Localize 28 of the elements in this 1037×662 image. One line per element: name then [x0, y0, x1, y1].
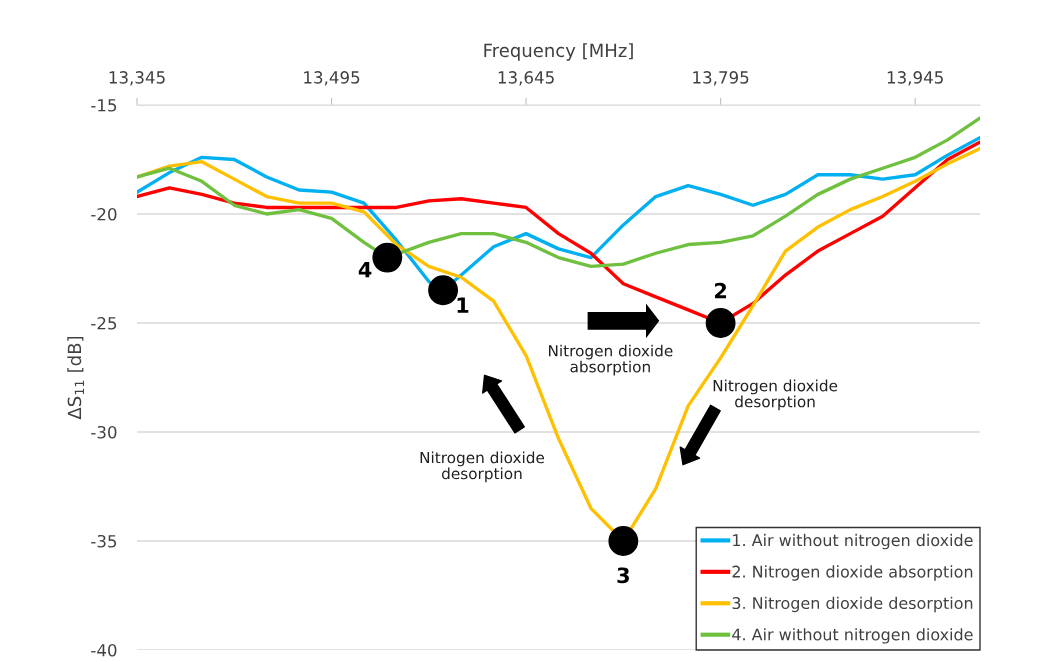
y-tick-label: -20 [91, 207, 117, 221]
point [608, 526, 639, 556]
legend-label: 1. Air without nitrogen dioxide [733, 533, 973, 550]
x-tick-label: 13,645 [498, 71, 554, 86]
annotation: 2 [715, 282, 727, 299]
y-tick-label: -25 [91, 316, 117, 330]
annotation: 3 [617, 567, 629, 584]
point [372, 242, 403, 273]
annotation: Nitrogen dioxide absorption [548, 344, 673, 376]
x-axis-title: Frequency [MHz] [484, 43, 633, 61]
annotation: 4 [358, 262, 372, 278]
y-tick-label: -35 [91, 534, 117, 548]
y-tick-label: -40 [91, 643, 117, 657]
legend-label: 4. Air without nitrogen dioxide [732, 628, 973, 644]
annotation: Nitrogen dioxide desorption [420, 451, 545, 483]
x-tick-label: 13,495 [304, 71, 360, 86]
x-tick-label: 13,345 [109, 71, 165, 86]
y-tick-label: -30 [91, 425, 117, 439]
legend-label: 2. Nitrogen dioxide absorption [732, 565, 973, 581]
point [428, 275, 459, 306]
annotation: 1 [457, 297, 469, 313]
point [705, 308, 736, 338]
y-axis-title: ΔS$_{11}$ [dB] [67, 336, 84, 420]
y-tick-label: -15 [91, 99, 117, 112]
legend-label: 3. Nitrogen dioxide desorption [732, 596, 973, 613]
annotation: Nitrogen dioxide desorption [713, 379, 838, 411]
x-tick-label: 13,945 [887, 71, 943, 86]
x-tick-label: 13,795 [693, 71, 749, 86]
